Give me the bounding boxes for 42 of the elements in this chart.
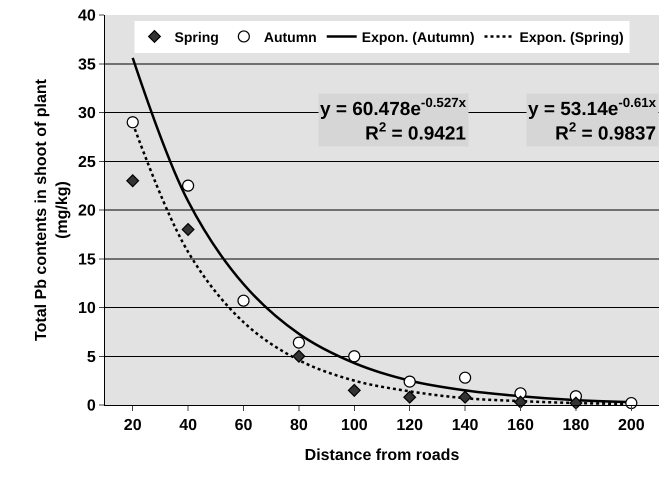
y-axis-title: Total Pb contents in shoot of plant (mg/kg) — [33, 78, 71, 341]
point — [182, 180, 194, 192]
point — [292, 336, 305, 349]
legend-label: Expon. (Spring) — [520, 28, 624, 45]
y-tick-label: 15 — [78, 251, 96, 268]
y-tick-label: 5 — [86, 348, 96, 366]
x-tick-label: 140 — [452, 417, 479, 434]
point — [569, 396, 582, 410]
x-tick-label: 180 — [562, 417, 590, 434]
point — [404, 376, 416, 388]
legend-label: Spring — [174, 28, 219, 45]
point — [403, 390, 416, 404]
y-tick-label: 30 — [78, 105, 96, 122]
y-tick-label: 0 — [86, 398, 96, 415]
point — [126, 174, 140, 188]
point — [348, 350, 360, 362]
y-tick-label: 40 — [78, 8, 96, 25]
legend-label: Autumn — [264, 28, 317, 45]
y-tick-label: 20 — [78, 202, 96, 220]
y-tick-label: 35 — [78, 56, 96, 74]
legend-label: Expon. (Autumn) — [362, 28, 474, 45]
x-axis-title: Distance from roads — [304, 446, 460, 464]
x-tick-label: 20 — [124, 417, 142, 434]
text: y = 60.478e$^{-0.527x}$ R$^{2}$ = 0.9421 — [320, 95, 466, 145]
x-tick-label: 200 — [618, 417, 645, 434]
x-tick-label: 100 — [340, 417, 368, 434]
point — [514, 396, 527, 409]
y-tick-label: 25 — [78, 154, 96, 171]
point — [458, 390, 472, 404]
point — [126, 116, 139, 128]
x-tick-label: 160 — [507, 417, 534, 434]
x-tick-label: 120 — [396, 417, 424, 434]
text: y = 53.14e$^{-0.61x}$ R$^{2}$ = 0.9837 — [528, 95, 656, 145]
x-tick-label: 40 — [179, 417, 198, 434]
y-tick-label: 10 — [78, 300, 96, 318]
point — [292, 350, 306, 363]
point — [348, 384, 361, 397]
x-tick-label: 60 — [234, 417, 252, 434]
point — [237, 294, 250, 307]
point — [459, 372, 472, 384]
x-tick-label: 80 — [290, 417, 308, 434]
point — [182, 223, 195, 236]
